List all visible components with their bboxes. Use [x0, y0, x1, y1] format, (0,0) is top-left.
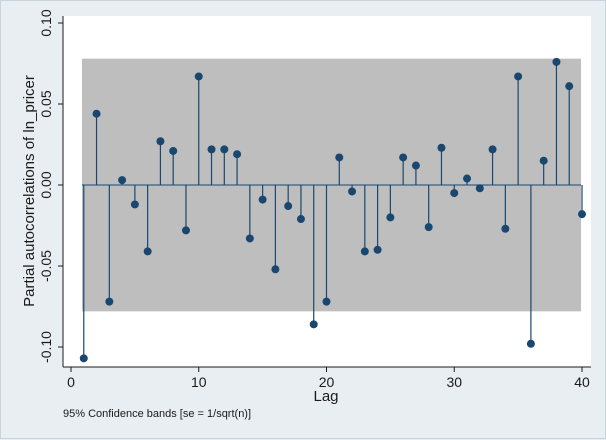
x-tick-label: 20: [319, 374, 335, 390]
data-point-28: [424, 223, 433, 232]
data-point-13: [233, 150, 242, 159]
y-tick-label: -0.05: [38, 250, 54, 282]
data-point-15: [258, 195, 267, 204]
data-point-2: [92, 109, 101, 118]
data-point-30: [450, 189, 459, 198]
data-point-32: [475, 184, 484, 193]
data-point-34: [501, 224, 510, 233]
data-point-9: [181, 226, 190, 235]
confidence-note: 95% Confidence bands [se = 1/sqrt(n)]: [63, 408, 251, 420]
data-point-26: [399, 153, 408, 162]
data-point-12: [220, 145, 229, 154]
data-point-31: [463, 174, 472, 183]
data-point-27: [411, 161, 420, 170]
data-point-6: [143, 247, 152, 256]
data-point-11: [207, 145, 216, 154]
data-point-10: [194, 72, 203, 81]
data-point-19: [309, 320, 318, 329]
data-point-38: [552, 57, 561, 66]
data-point-20: [322, 297, 331, 306]
data-point-37: [539, 156, 548, 165]
data-point-21: [335, 153, 344, 162]
data-point-7: [156, 137, 165, 146]
y-tick-label: 0.10: [38, 9, 54, 36]
data-point-8: [169, 146, 178, 155]
data-point-14: [245, 234, 254, 243]
data-point-23: [360, 247, 369, 256]
data-point-36: [526, 339, 535, 348]
x-tick-label: 30: [446, 374, 462, 390]
y-tick-label: 0.05: [38, 90, 54, 117]
x-tick-label: 40: [574, 374, 590, 390]
data-point-24: [373, 245, 382, 254]
y-tick-label: -0.10: [38, 331, 54, 363]
x-axis-title: Lag: [313, 388, 338, 405]
points-layer: [79, 57, 586, 363]
data-point-17: [284, 202, 293, 211]
data-point-1: [79, 354, 88, 363]
y-axis-title: Partial autocorrelations of ln_pricer: [21, 75, 38, 307]
data-point-18: [296, 215, 305, 224]
x-tick-label: 10: [191, 374, 207, 390]
y-tick-label: 0.00: [38, 171, 54, 198]
y-axis-ticks: -0.10 -0.05 0.00 0.05 0.10: [38, 9, 63, 363]
x-tick-label: 0: [67, 374, 75, 390]
data-point-22: [348, 187, 357, 196]
data-point-33: [488, 145, 497, 154]
data-point-3: [105, 297, 114, 306]
data-point-40: [578, 210, 586, 219]
data-point-25: [386, 213, 395, 222]
data-point-39: [565, 82, 574, 91]
data-point-16: [271, 265, 280, 274]
data-point-35: [514, 72, 523, 81]
data-point-29: [437, 143, 446, 152]
stems-layer: [83, 61, 583, 359]
data-point-4: [118, 176, 127, 185]
data-point-5: [130, 200, 139, 209]
x-axis-ticks: 0 10 20 30 40: [67, 367, 590, 390]
